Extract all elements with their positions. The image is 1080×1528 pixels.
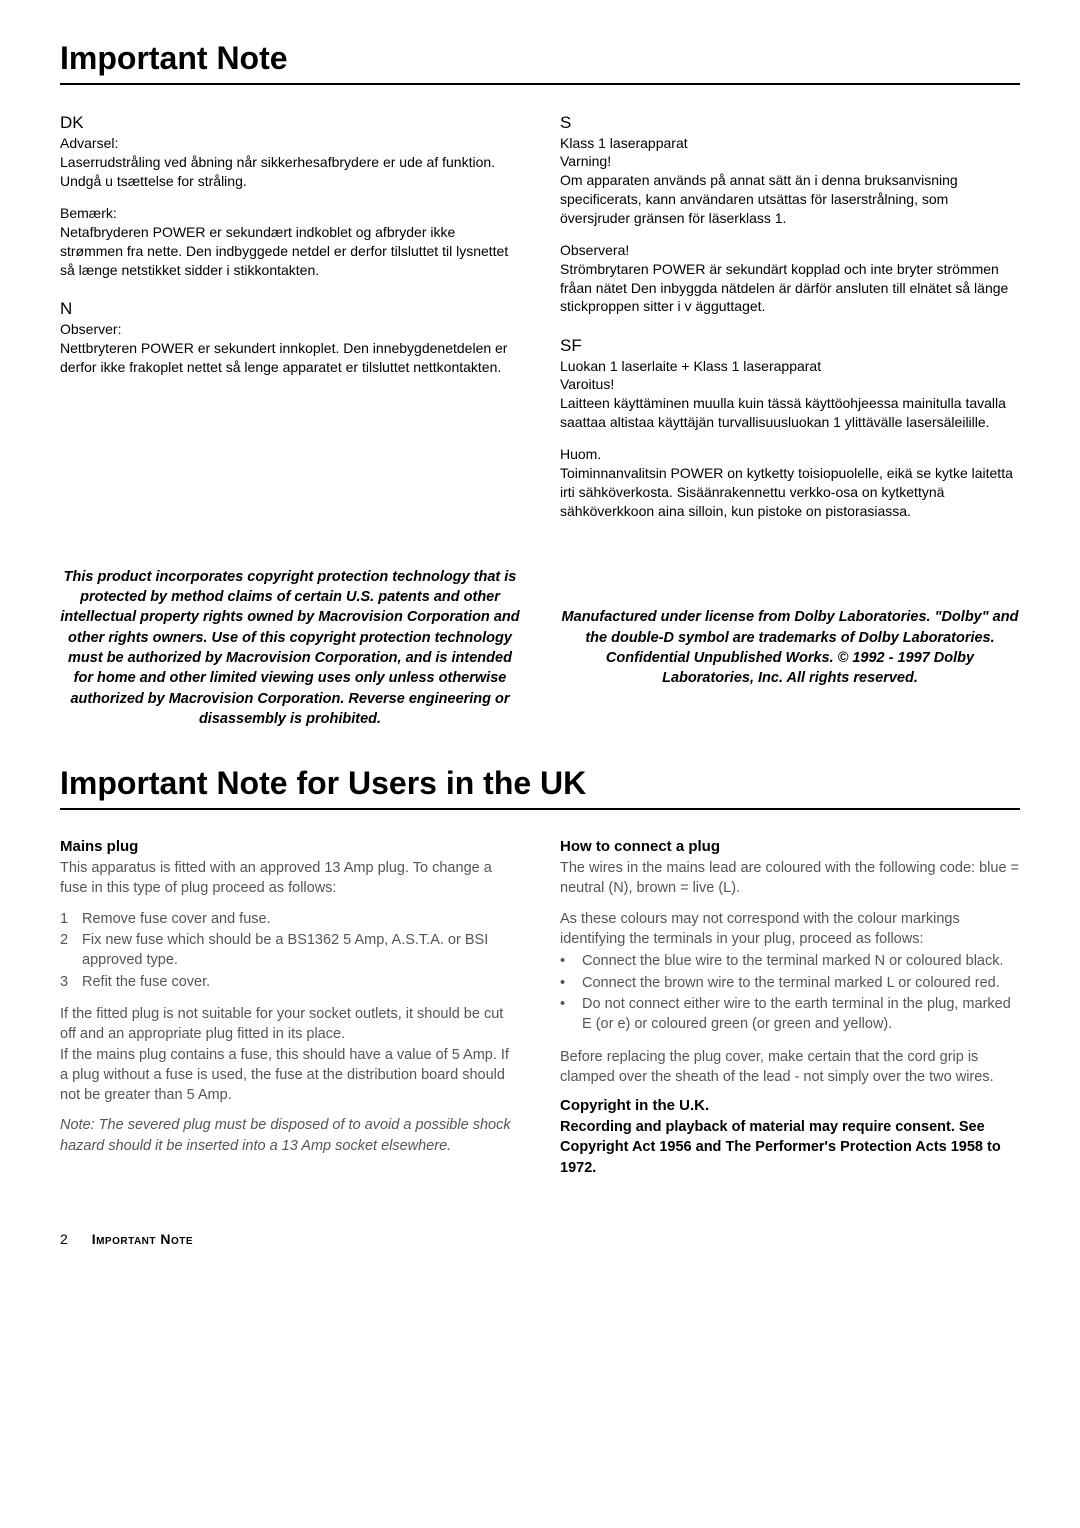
step-text: Remove fuse cover and fuse. bbox=[82, 909, 271, 929]
list-item: 1Remove fuse cover and fuse. bbox=[60, 909, 520, 929]
page-footer: 2 Important Note bbox=[60, 1231, 1020, 1247]
step-number: 3 bbox=[60, 972, 82, 992]
country-code-sf: SF bbox=[560, 336, 1020, 356]
wire-instructions-list: •Connect the blue wire to the terminal m… bbox=[560, 951, 1020, 1034]
macrovision-col: This product incorporates copyright prot… bbox=[60, 567, 520, 729]
list-item: 2Fix new fuse which should be a BS1362 5… bbox=[60, 930, 520, 971]
mains-plug-intro: This apparatus is fitted with an approve… bbox=[60, 858, 520, 899]
col-right: S Klass 1 laserapparat Varning! Om appar… bbox=[560, 113, 1020, 541]
sf-varoitus-label: Varoitus! bbox=[560, 376, 1020, 392]
mains-plug-heading: Mains plug bbox=[60, 838, 520, 855]
block-s: S Klass 1 laserapparat Varning! Om appar… bbox=[560, 113, 1020, 316]
list-item: 3Refit the fuse cover. bbox=[60, 972, 520, 992]
sf-luokan-label: Luokan 1 laserlaite + Klass 1 laserappar… bbox=[560, 358, 1020, 374]
step-number: 2 bbox=[60, 930, 82, 971]
macrovision-notice: This product incorporates copyright prot… bbox=[60, 567, 520, 729]
dolby-notice: Manufactured under license from Dolby La… bbox=[560, 607, 1020, 688]
footer-title: Important Note bbox=[92, 1231, 193, 1247]
heading-important-note: Important Note bbox=[60, 40, 1020, 77]
s-klass-label: Klass 1 laserapparat bbox=[560, 135, 1020, 151]
dolby-col: Manufactured under license from Dolby La… bbox=[560, 567, 1020, 729]
bullet-icon: • bbox=[560, 994, 582, 1035]
heading-uk-note: Important Note for Users in the UK bbox=[60, 765, 1020, 802]
bullet-text: Connect the blue wire to the terminal ma… bbox=[582, 951, 1004, 971]
s-varning-text: Om apparaten används på annat sätt än i … bbox=[560, 171, 1020, 228]
country-code-n: N bbox=[60, 299, 520, 319]
sf-varoitus-text: Laitteen käyttäminen muulla kuin tässä k… bbox=[560, 394, 1020, 432]
step-text: Refit the fuse cover. bbox=[82, 972, 210, 992]
dk-bemaerk-label: Bemærk: bbox=[60, 205, 520, 221]
s-observera-label: Observera! bbox=[560, 242, 1020, 258]
copyright-uk-text: Recording and playback of material may r… bbox=[560, 1117, 1020, 1178]
n-observer-label: Observer: bbox=[60, 321, 520, 337]
severed-plug-note: Note: The severed plug must be disposed … bbox=[60, 1115, 520, 1156]
list-item: •Connect the brown wire to the terminal … bbox=[560, 973, 1020, 993]
country-code-dk: DK bbox=[60, 113, 520, 133]
fuse-steps-list: 1Remove fuse cover and fuse. 2Fix new fu… bbox=[60, 909, 520, 992]
list-item: •Connect the blue wire to the terminal m… bbox=[560, 951, 1020, 971]
rule-top bbox=[60, 83, 1020, 85]
page-number: 2 bbox=[60, 1231, 68, 1247]
copyright-uk-heading: Copyright in the U.K. bbox=[560, 1097, 1020, 1114]
sf-huom-text: Toiminnanvalitsin POWER on kytketty tois… bbox=[560, 464, 1020, 521]
dk-bemaerk-text: Netafbryderen POWER er sekundært indkobl… bbox=[60, 223, 520, 280]
bullet-icon: • bbox=[560, 973, 582, 993]
s-observera-text: Strömbrytaren POWER är sekundärt kopplad… bbox=[560, 260, 1020, 317]
step-number: 1 bbox=[60, 909, 82, 929]
s-varning-label: Varning! bbox=[560, 153, 1020, 169]
page: Important Note DK Advarsel: Laserrudstrå… bbox=[0, 0, 1080, 1277]
bullet-icon: • bbox=[560, 951, 582, 971]
cord-grip-text: Before replacing the plug cover, make ce… bbox=[560, 1047, 1020, 1088]
bullet-text: Connect the brown wire to the terminal m… bbox=[582, 973, 1000, 993]
uk-two-column: Mains plug This apparatus is fitted with… bbox=[60, 838, 1020, 1181]
block-dk: DK Advarsel: Laserrudstråling ved åbning… bbox=[60, 113, 520, 279]
list-item: •Do not connect either wire to the earth… bbox=[560, 994, 1020, 1035]
bullet-text: Do not connect either wire to the earth … bbox=[582, 994, 1020, 1035]
fuse-value-text: If the mains plug contains a fuse, this … bbox=[60, 1045, 520, 1106]
block-n: N Observer: Nettbryteren POWER er sekund… bbox=[60, 299, 520, 377]
uk-col-right: How to connect a plug The wires in the m… bbox=[560, 838, 1020, 1181]
plug-not-suitable-text: If the fitted plug is not suitable for y… bbox=[60, 1004, 520, 1045]
sf-huom-label: Huom. bbox=[560, 446, 1020, 462]
col-left: DK Advarsel: Laserrudstråling ved åbning… bbox=[60, 113, 520, 541]
dk-advarsel-label: Advarsel: bbox=[60, 135, 520, 151]
step-text: Fix new fuse which should be a BS1362 5 … bbox=[82, 930, 520, 971]
uk-col-left: Mains plug This apparatus is fitted with… bbox=[60, 838, 520, 1181]
dk-advarsel-text: Laserrudstråling ved åbning når sikkerhe… bbox=[60, 153, 520, 191]
country-code-s: S bbox=[560, 113, 1020, 133]
block-sf: SF Luokan 1 laserlaite + Klass 1 laserap… bbox=[560, 336, 1020, 520]
n-observer-text: Nettbryteren POWER er sekundert innkople… bbox=[60, 339, 520, 377]
two-column-section: DK Advarsel: Laserrudstråling ved åbning… bbox=[60, 113, 1020, 541]
colour-mismatch-intro: As these colours may not correspond with… bbox=[560, 909, 1020, 950]
wire-colour-code: The wires in the mains lead are coloured… bbox=[560, 858, 1020, 899]
rule-uk bbox=[60, 808, 1020, 810]
legal-row: This product incorporates copyright prot… bbox=[60, 567, 1020, 729]
connect-plug-heading: How to connect a plug bbox=[560, 838, 1020, 855]
